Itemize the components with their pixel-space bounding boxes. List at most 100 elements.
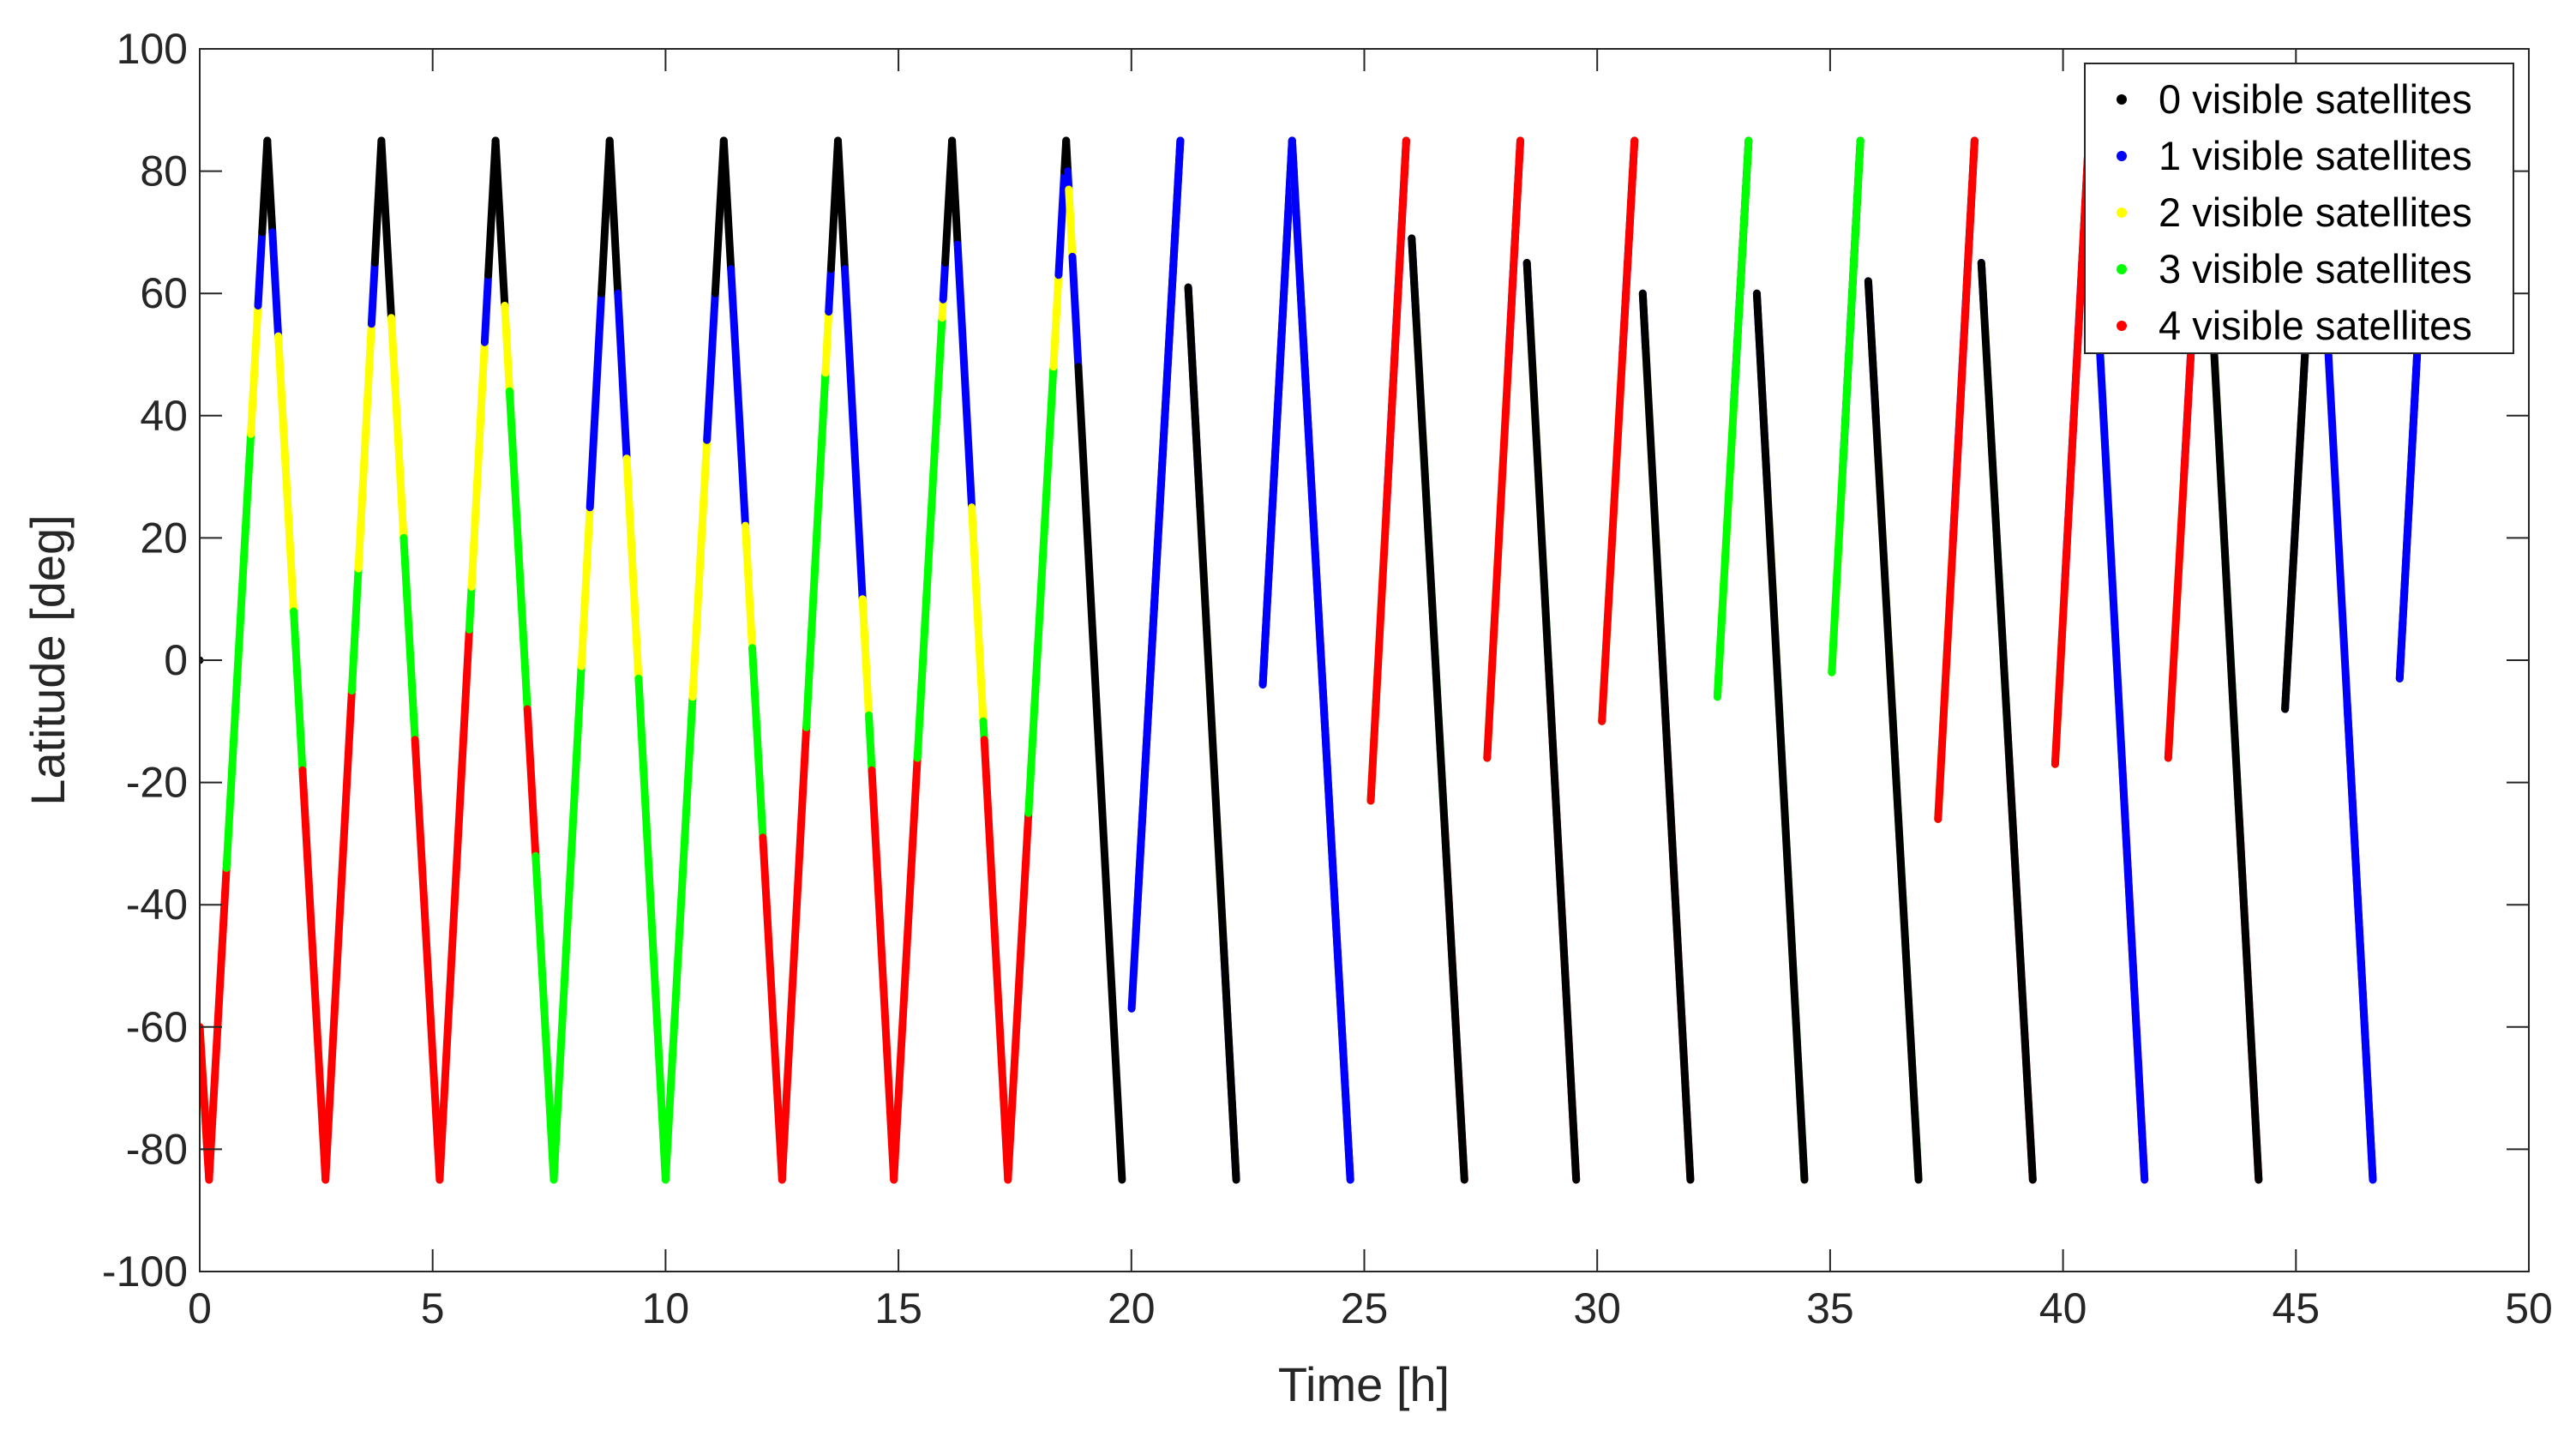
x-tick-label: 10 — [642, 1284, 690, 1332]
y-tick-label: 100 — [117, 25, 188, 73]
series-4-segment — [868, 766, 898, 1184]
y-tick-label: 0 — [164, 636, 188, 684]
series-0-segment — [1638, 289, 1695, 1184]
series-1-segment — [585, 289, 606, 512]
series-4-segment — [1366, 136, 1410, 805]
series-4-segment — [759, 833, 786, 1184]
series-4-segment — [523, 705, 540, 860]
series-2-segment — [247, 302, 262, 438]
series-4-segment — [321, 687, 356, 1184]
series-4-segment — [435, 625, 473, 1184]
x-tick-label: 30 — [1573, 1284, 1621, 1332]
legend-label-4: 4 visible satellites — [2159, 303, 2472, 348]
series-4-segment — [890, 754, 922, 1184]
series-1-segment — [703, 289, 719, 444]
x-tick-label: 20 — [1108, 1284, 1156, 1332]
x-tick-label: 5 — [421, 1284, 445, 1332]
y-tick-label: 80 — [140, 147, 188, 195]
y-tick-label: -40 — [126, 881, 188, 929]
series-2-segment — [968, 503, 988, 725]
series-2-segment — [467, 338, 489, 591]
series-3-segment — [222, 430, 255, 872]
series-4-segment — [1934, 136, 1979, 823]
series-2-segment — [742, 521, 756, 652]
series-1-segment — [1127, 136, 1185, 1013]
series-3-segment — [634, 674, 670, 1184]
series-1-segment — [2324, 351, 2377, 1184]
series-3-segment — [1713, 136, 1753, 701]
series-3-segment — [913, 314, 946, 762]
y-axis: -100 -80 -60 -40 -20 0 20 40 60 80 100 — [102, 25, 2529, 1296]
x-tick-label: 45 — [2272, 1284, 2320, 1332]
series-1-segment — [727, 265, 749, 530]
series-2-segment — [274, 332, 298, 616]
series-1-segment — [2089, 228, 2149, 1184]
series-1-segment — [480, 271, 493, 346]
series-0-segment — [1408, 234, 1468, 1184]
legend-marker-4 — [2117, 321, 2127, 331]
series-4-segment — [205, 863, 231, 1184]
legend-marker-1 — [2117, 151, 2127, 161]
legend-marker-0 — [2117, 94, 2127, 105]
series-1-segment — [953, 240, 976, 512]
series-1-segment — [367, 259, 379, 328]
series-4-segment — [980, 736, 1012, 1184]
legend-label-0: 0 visible satellites — [2159, 76, 2472, 122]
series-0-segment — [1977, 259, 2037, 1184]
x-axis-label: Time [h] — [1278, 1357, 1450, 1411]
series-0-segment — [1864, 277, 1923, 1184]
series-4-segment — [2051, 136, 2093, 768]
legend-box — [2084, 63, 2514, 354]
series-1-segment — [841, 265, 867, 604]
legend-label-3: 3 visible satellites — [2159, 246, 2472, 292]
legend-label-1: 1 visible satellites — [2159, 133, 2472, 178]
x-tick-label: 15 — [874, 1284, 922, 1332]
series-3-segment — [1024, 363, 1058, 817]
legend-marker-2 — [2117, 207, 2127, 218]
series-3-segment — [549, 662, 585, 1184]
series-4-segment — [1483, 136, 1524, 762]
series-1-segment — [614, 289, 631, 463]
series-3-segment — [465, 582, 476, 634]
series-2-segment — [577, 503, 594, 670]
series-0-segment — [1062, 136, 1072, 176]
x-tick-label: 35 — [1806, 1284, 1854, 1332]
x-tick-label: 25 — [1341, 1284, 1389, 1332]
y-tick-label: -100 — [102, 1248, 188, 1296]
series-2-segment — [1049, 271, 1063, 371]
series-3-segment — [505, 387, 531, 713]
series-0-segment — [834, 136, 849, 274]
series-2-segment — [387, 314, 408, 542]
series-1-segment — [254, 228, 267, 310]
series-3-segment — [1828, 136, 1864, 676]
series-1-segment — [1068, 252, 1083, 371]
series-1-segment — [939, 259, 950, 304]
series-1-segment — [2395, 351, 2422, 682]
y-tick-label: -20 — [126, 759, 188, 807]
series-1-segment — [825, 265, 835, 316]
series-1-segment — [1054, 167, 1069, 280]
series-3-segment — [748, 644, 767, 842]
series-3-segment — [802, 369, 830, 731]
series-0-segment — [377, 136, 395, 322]
series-0-segment — [1752, 289, 1809, 1184]
series-3-segment — [290, 607, 307, 774]
legend-label-2: 2 visible satellites — [2159, 189, 2472, 235]
series-4-segment — [298, 766, 330, 1184]
series-2-segment — [354, 320, 375, 573]
series-2-segment — [688, 436, 712, 701]
series-2-segment — [1065, 185, 1077, 261]
x-tick-label: 0 — [188, 1284, 212, 1332]
series-0-segment — [1522, 259, 1581, 1184]
series-0-segment — [719, 136, 736, 274]
series-4-segment — [411, 736, 444, 1184]
x-axis: 0 5 10 15 20 25 30 35 40 45 50 — [188, 49, 2553, 1332]
series-3-segment — [661, 693, 697, 1184]
legend: 0 visible satellites 1 visible satellites… — [2084, 63, 2514, 354]
series-3-segment — [531, 851, 558, 1184]
y-tick-label: 60 — [140, 269, 188, 317]
y-tick-label: 20 — [140, 514, 188, 562]
series-1-segment — [1288, 136, 1354, 1184]
series-4-segment — [1004, 809, 1033, 1184]
